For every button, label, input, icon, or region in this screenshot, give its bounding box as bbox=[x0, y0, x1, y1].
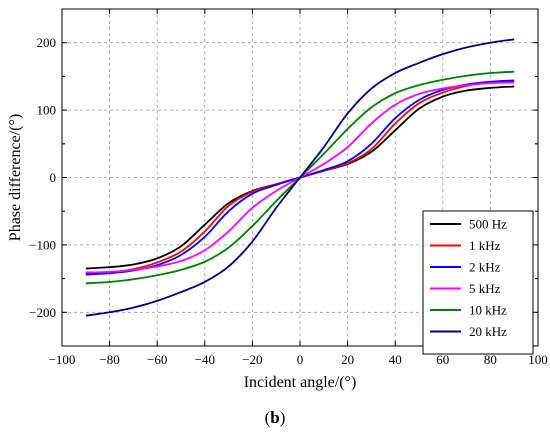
x-tick-label: −80 bbox=[99, 352, 119, 367]
x-tick-label: 0 bbox=[297, 352, 304, 367]
y-axis-label: Phase difference/(°) bbox=[7, 114, 24, 241]
legend: 500 Hz 1 kHz 2 kHz 5 kHz 10 kHz 20 kHz bbox=[422, 210, 534, 355]
legend-box bbox=[422, 210, 534, 355]
x-axis-label: Incident angle/(°) bbox=[244, 374, 357, 391]
axis-ticks: −100 −80 −60 −40 −20 0 20 40 60 80 100−200−1000100… bbox=[29, 8, 548, 367]
x-tick-label: −60 bbox=[147, 352, 167, 367]
y-tick-label: −200 bbox=[29, 305, 56, 320]
figure-caption: (b) bbox=[0, 408, 550, 428]
legend-entry: 500 Hz bbox=[469, 217, 507, 232]
series-lines bbox=[85, 38, 515, 317]
x-tick-label: −40 bbox=[195, 352, 215, 367]
legend-entry: 2 kHz bbox=[469, 260, 501, 275]
legend-entry: 20 kHz bbox=[469, 324, 507, 339]
x-tick-label: 100 bbox=[528, 352, 548, 367]
series-line-20-khz bbox=[85, 38, 515, 317]
y-tick-label: 100 bbox=[37, 103, 57, 118]
legend-entry: 5 kHz bbox=[469, 281, 501, 296]
y-tick-label: −100 bbox=[29, 237, 56, 252]
x-tick-label: 40 bbox=[389, 352, 402, 367]
y-tick-label: 0 bbox=[50, 170, 57, 185]
caption-letter: b bbox=[270, 408, 280, 427]
y-tick-label: 200 bbox=[37, 35, 57, 50]
x-tick-label: 60 bbox=[436, 352, 449, 367]
x-tick-label: 80 bbox=[484, 352, 497, 367]
legend-entry: 10 kHz bbox=[469, 303, 507, 318]
x-tick-label: 20 bbox=[341, 352, 354, 367]
caption-close: ) bbox=[279, 408, 286, 427]
x-tick-label: −20 bbox=[242, 352, 262, 367]
x-tick-label: −100 bbox=[49, 352, 76, 367]
caption-open: ( bbox=[264, 408, 271, 427]
legend-entry: 1 kHz bbox=[469, 238, 501, 253]
